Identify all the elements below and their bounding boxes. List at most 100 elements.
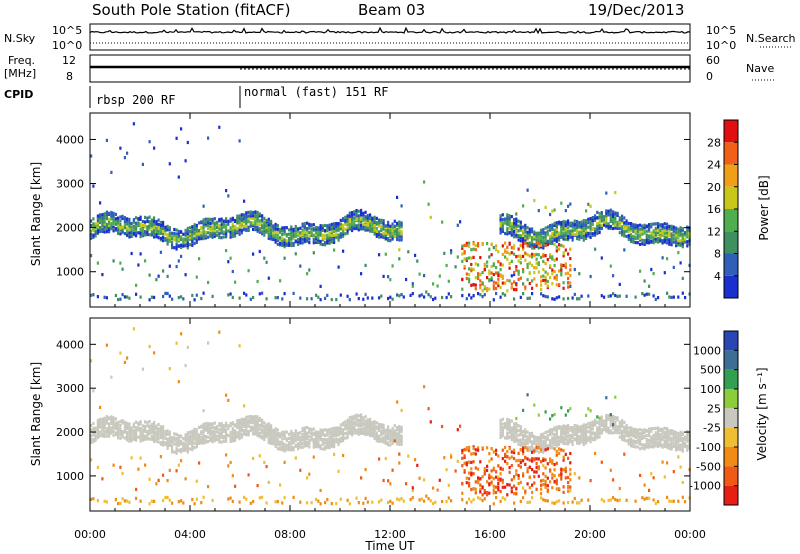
velocity-cell xyxy=(465,461,468,465)
power-cell xyxy=(96,295,99,299)
velocity-cell xyxy=(562,501,565,505)
velocity-cell xyxy=(258,416,261,421)
velocity-cell xyxy=(292,446,295,450)
power-cell xyxy=(240,221,243,225)
power-cell xyxy=(587,217,590,221)
power-cell xyxy=(256,210,259,214)
velocity-cell xyxy=(607,414,610,418)
velocity-cell xyxy=(654,444,657,448)
velocity-cell xyxy=(265,428,268,432)
velocity-cell xyxy=(326,445,329,449)
velocity-cell xyxy=(135,435,138,439)
velocity-cell xyxy=(148,432,151,436)
power-cell xyxy=(544,243,547,248)
power-cell xyxy=(490,276,493,280)
velocity-cell xyxy=(672,429,675,434)
power-cell xyxy=(173,238,176,242)
power-cell xyxy=(270,228,273,232)
velocity-cell xyxy=(119,501,122,505)
power-cell xyxy=(551,240,554,244)
velocity-cell xyxy=(173,432,176,436)
velocity-cell xyxy=(526,467,529,471)
power-cell xyxy=(549,276,552,280)
power-cell xyxy=(333,235,336,239)
power-cell xyxy=(369,215,372,219)
velocity-cell xyxy=(346,436,349,440)
power-cell xyxy=(267,221,270,225)
power-cell xyxy=(119,297,122,301)
power-cell xyxy=(355,211,358,215)
power-cell xyxy=(634,229,637,234)
velocity-cell xyxy=(229,439,232,444)
velocity-cell xyxy=(94,434,97,438)
velocity-cell xyxy=(123,430,126,434)
velocity-cell xyxy=(582,436,585,440)
power-cell xyxy=(461,259,464,263)
velocity-cell xyxy=(117,421,120,425)
velocity-cell xyxy=(634,427,637,432)
velocity-cell xyxy=(517,476,520,480)
velocity-cell xyxy=(364,496,367,500)
velocity-cell xyxy=(515,459,518,463)
velocity-cell xyxy=(99,425,102,429)
power-cell xyxy=(641,232,644,236)
velocity-cell xyxy=(569,437,572,441)
power-cell xyxy=(128,220,131,224)
velocity-cell xyxy=(681,495,684,499)
power-cell xyxy=(555,237,558,241)
power-cell xyxy=(243,217,246,221)
velocity-cell xyxy=(137,426,140,430)
power-cell xyxy=(333,238,336,242)
velocity-cell xyxy=(141,424,144,428)
velocity-cell xyxy=(279,442,282,446)
velocity-cell xyxy=(670,442,673,446)
velocity-cell xyxy=(661,445,664,449)
velocity-cell xyxy=(315,434,318,438)
power-cell xyxy=(121,214,124,218)
power-cell xyxy=(551,235,554,239)
velocity-cell xyxy=(450,455,453,459)
power-cell xyxy=(560,228,563,233)
velocity-cell xyxy=(531,483,534,487)
power-cell xyxy=(605,217,608,221)
power-cell xyxy=(517,224,520,228)
power-cell xyxy=(288,243,291,247)
velocity-cell xyxy=(549,417,552,421)
power-cell xyxy=(510,282,513,286)
velocity-cell xyxy=(193,441,196,445)
power-cell xyxy=(582,226,585,230)
power-cell xyxy=(481,289,484,293)
power-cell xyxy=(267,228,270,232)
power-cell xyxy=(670,234,673,238)
noise-left-tick-bottom: 10^0 xyxy=(52,39,82,52)
power-cell xyxy=(292,241,295,245)
power-cell xyxy=(528,281,531,286)
power-cell xyxy=(195,236,198,240)
velocity-cell xyxy=(551,432,554,436)
velocity-cell xyxy=(501,481,504,485)
velocity-cell xyxy=(328,428,331,432)
velocity-cell xyxy=(535,436,538,440)
power-cell xyxy=(564,226,567,230)
velocity-cell xyxy=(576,427,579,431)
velocity-cell xyxy=(108,422,111,426)
velocity-cell xyxy=(180,439,183,443)
velocity-cell xyxy=(598,425,601,429)
power-cell xyxy=(351,215,354,219)
power-cell xyxy=(270,236,273,240)
velocity-cell xyxy=(672,441,675,445)
power-cell xyxy=(146,227,149,231)
power-cell xyxy=(546,279,549,284)
velocity-cell xyxy=(342,439,345,443)
power-cell xyxy=(661,256,664,260)
power-cell xyxy=(585,226,588,230)
power-cell xyxy=(504,221,507,225)
power-cell xyxy=(227,260,230,264)
power-cell xyxy=(614,218,617,222)
velocity-cell xyxy=(157,440,160,444)
power-cell xyxy=(108,230,111,234)
velocity-cell xyxy=(299,468,302,472)
velocity-cell xyxy=(609,422,612,426)
power-cell xyxy=(569,232,572,236)
velocity-cell xyxy=(510,455,513,459)
